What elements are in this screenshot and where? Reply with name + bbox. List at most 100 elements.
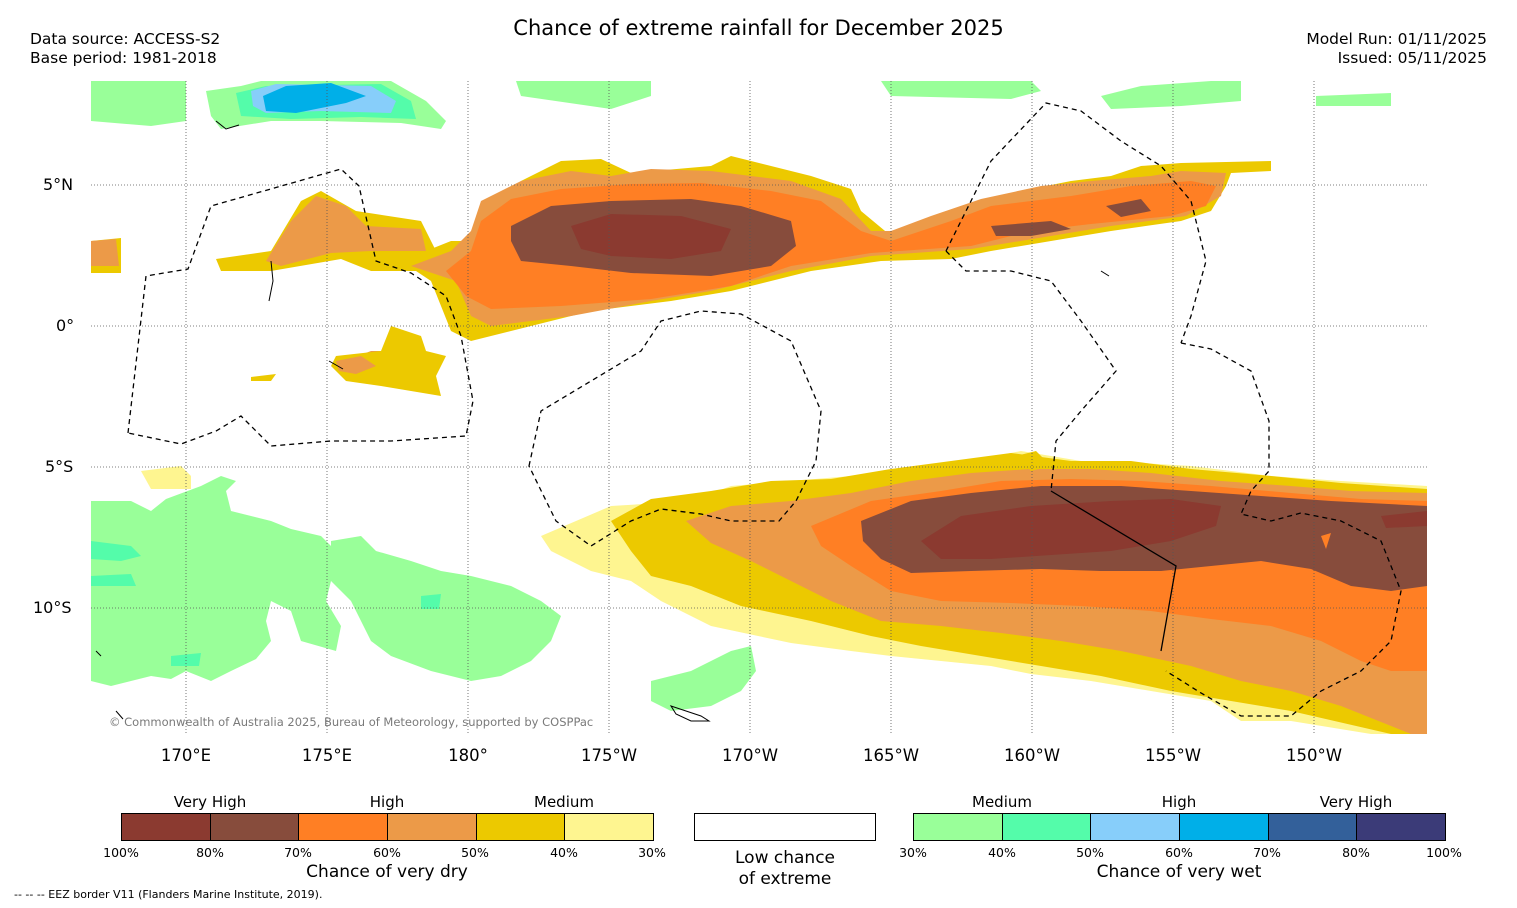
- lon-label-180: 180°: [448, 746, 488, 765]
- dry-patch-tiny-yellow: [251, 374, 276, 381]
- wet-patch-top-6: [881, 81, 1041, 99]
- legend-low-swatch: [694, 813, 876, 841]
- eez-line-east-mid: [945, 250, 1117, 492]
- legend-wet-swatch: [1357, 814, 1446, 840]
- graticule: [91, 81, 1427, 734]
- base-period-label: Base period: 1981-2018: [30, 49, 217, 67]
- data-source-label: Data source: ACCESS-S2: [30, 30, 221, 48]
- lon-label-175e: 175°E: [301, 746, 353, 765]
- legend-low-caption-1: Low chance: [735, 848, 835, 868]
- wet-region-south: [91, 466, 756, 711]
- islands: [95, 120, 1110, 722]
- legend-dry-cat-very-high: Very High: [173, 793, 247, 811]
- legend-wet-cat-high: High: [1161, 793, 1197, 811]
- island-tuvalu: [95, 650, 102, 657]
- legend-dry-tick: 60%: [373, 845, 401, 860]
- lon-label-170e: 170°E: [160, 746, 212, 765]
- legend-wet-tick: 80%: [1342, 845, 1370, 860]
- copyright-notice: © Commonwealth of Australia 2025, Bureau…: [109, 715, 594, 729]
- legend-dry-swatch: [299, 814, 389, 840]
- dry-region-north: [91, 156, 1271, 379]
- wet-patch-top-7: [1101, 81, 1241, 109]
- dry-patch-central: [251, 326, 446, 396]
- legend-dry-swatch: [565, 814, 654, 840]
- dry-patch-south-top: [1016, 451, 1051, 471]
- legend-dry-tick: 50%: [461, 845, 489, 860]
- map-canvas: [91, 81, 1427, 734]
- dry-patch-central-yellow: [331, 326, 446, 396]
- model-run-label: Model Run: 01/11/2025: [1306, 30, 1487, 48]
- wet-patch-south-east: [651, 646, 756, 711]
- eez-line-east-upper: [945, 102, 1207, 344]
- lon-label-150w: 150°W: [1285, 746, 1343, 765]
- legend-dry-tick: 80%: [196, 845, 224, 860]
- legend-dry-tick: 70%: [284, 845, 312, 860]
- legend-dry-tick: 40%: [550, 845, 578, 860]
- legend-wet-swatch: [1002, 814, 1092, 840]
- dry-patch-south-west-light: [141, 466, 191, 489]
- legend-dry-swatch: [476, 814, 566, 840]
- island-samoa: [669, 705, 711, 722]
- dry-core-south-east-dark: [1381, 511, 1427, 528]
- wet-patch-south-central: [331, 536, 561, 681]
- legend-dry-tick: 100%: [103, 845, 139, 860]
- legend-dry-swatch: [210, 814, 300, 840]
- dry-core-east2-brown: [1106, 199, 1151, 217]
- lon-label-165w: 165°W: [862, 746, 920, 765]
- legend-dry-colorbar: [121, 813, 654, 841]
- wet-patch-top-4: [263, 83, 366, 113]
- eez-tokelau-phoenix: [528, 310, 822, 547]
- legend-dry-caption: Chance of very dry: [306, 862, 468, 882]
- wet-region-north: [91, 81, 1391, 129]
- legend-wet-caption: Chance of very wet: [1096, 862, 1262, 882]
- legend-wet-tick: 30%: [899, 845, 927, 860]
- lon-label-160w: 160°W: [1003, 746, 1061, 765]
- legend-wet-swatch: [1268, 814, 1358, 840]
- legend-wet-swatch: [914, 814, 1003, 840]
- eez-borders: [127, 102, 1402, 717]
- dry-core-north-dark: [571, 214, 731, 259]
- map-title: Chance of extreme rainfall for December …: [513, 16, 1004, 40]
- lat-label-10s: 10°S: [33, 598, 72, 617]
- island-tarawa: [328, 360, 344, 370]
- island-fiji: [115, 710, 124, 720]
- legend-dry-cat-medium: Medium: [534, 793, 594, 811]
- eez-kiribati-gilberts: [127, 168, 474, 447]
- lon-label-170w: 170°W: [721, 746, 779, 765]
- legend-wet-tick: 40%: [988, 845, 1016, 860]
- island-gilberts: [268, 260, 274, 302]
- legend-dry-swatch: [122, 814, 211, 840]
- legend-wet-tick: 50%: [1076, 845, 1104, 860]
- legend-low-swatch-fill: [695, 814, 875, 840]
- legend-dry-tick: 30%: [638, 845, 666, 860]
- wet-patch-top-8: [1316, 93, 1391, 106]
- legend-wet-cat-very-high: Very High: [1319, 793, 1393, 811]
- wet-patch-south-mint-2: [421, 594, 441, 609]
- legend-dry-cat-high: High: [369, 793, 405, 811]
- issued-label: Issued: 05/11/2025: [1337, 49, 1487, 67]
- wet-patch-south-mint-3: [171, 653, 201, 666]
- legend-wet-tick: 60%: [1165, 845, 1193, 860]
- legend-wet-colorbar: [913, 813, 1446, 841]
- legend-low-caption-2: of extreme: [738, 869, 832, 889]
- legend-wet-tick: 100%: [1426, 845, 1462, 860]
- dry-core-east-brown: [991, 221, 1071, 236]
- wet-patch-south-mint-1: [91, 541, 141, 561]
- dry-patch-central-orange: [336, 356, 376, 374]
- eez-border-note: -- -- -- EEZ border V11 (Flanders Marine…: [14, 888, 323, 901]
- island-marshalls: [215, 120, 240, 130]
- lat-label-5s: 5°S: [45, 457, 74, 476]
- lat-label-5n: 5°N: [43, 175, 74, 194]
- wet-patch-top-5: [516, 81, 651, 109]
- eez-solid-line: [1050, 490, 1177, 652]
- rainfall-map: [91, 81, 1427, 734]
- dry-region-south: [541, 451, 1427, 734]
- dry-core-south-spot: [1321, 533, 1331, 549]
- dry-patch-175e-orange: [266, 196, 426, 266]
- lon-label-175w: 175°W: [580, 746, 638, 765]
- legend-dry-swatch: [388, 814, 477, 840]
- wet-patch-nw: [91, 81, 186, 126]
- dry-patch-left-orange: [91, 239, 119, 266]
- legend-wet-cat-medium: Medium: [972, 793, 1032, 811]
- island-kiritimati: [1100, 270, 1110, 277]
